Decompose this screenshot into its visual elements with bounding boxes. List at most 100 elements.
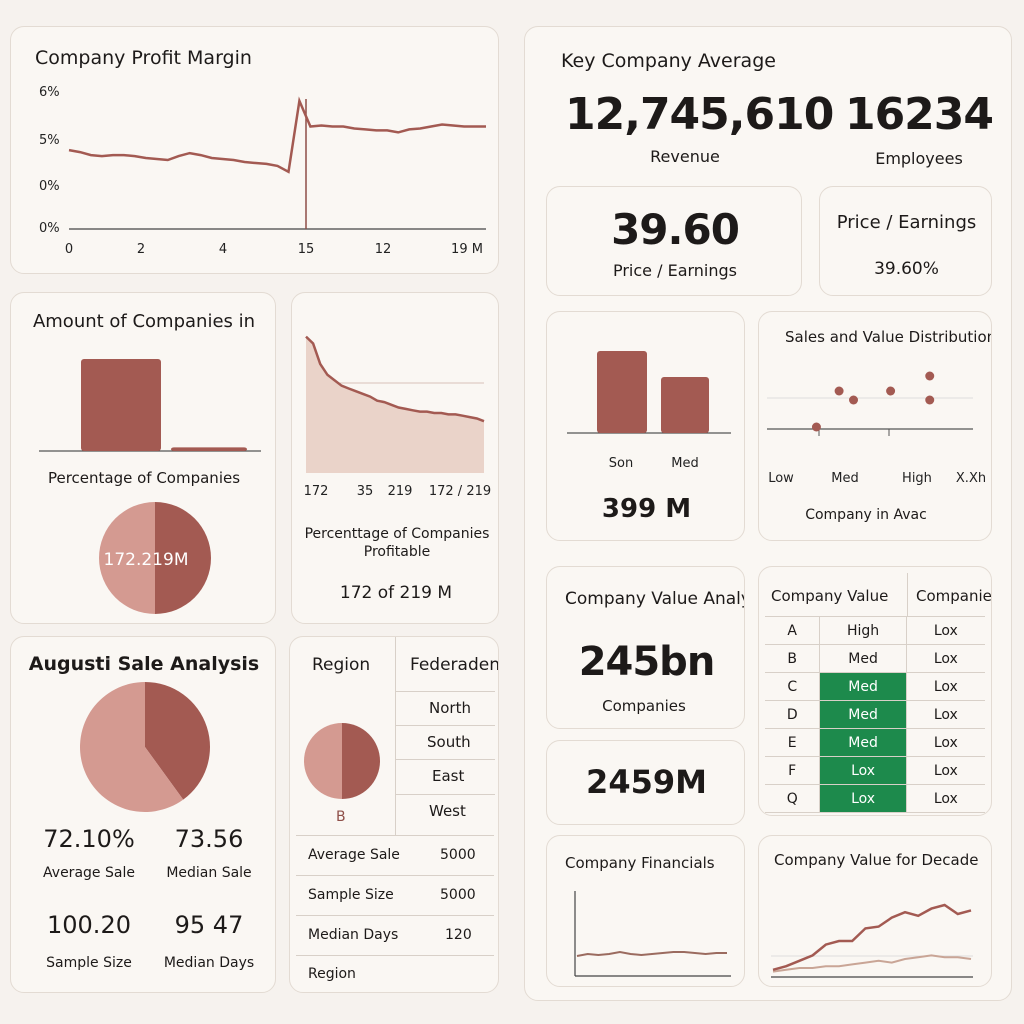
value-table-id-cell: E <box>765 728 821 757</box>
august-pie-slice-1 <box>79 682 184 812</box>
son-med-value: 399 M <box>601 494 692 524</box>
amount-companies-card: Amount of Companies in Percentage of Com… <box>10 292 276 624</box>
value-table-value-cell: High <box>819 616 907 645</box>
key-avg-title: Key Company Average <box>561 50 776 72</box>
region-stats-divider-2 <box>296 915 494 916</box>
profit-y-tick: 0% <box>39 179 60 194</box>
amount-bar <box>171 447 247 451</box>
profitable-area-chart: 172 35 219 172 / 219 <box>304 335 491 499</box>
company-value-analysis-card: Company Value Analy 245bn Companies <box>546 566 745 729</box>
value-table-id-cell: D <box>765 700 821 729</box>
decade-line-chart <box>771 903 973 978</box>
table-row: B Med Lox <box>765 644 985 673</box>
scatter-x-tick: High <box>902 471 932 486</box>
stat-median-sale-value: 73.56 <box>174 825 244 853</box>
employees-label: Employees <box>875 149 963 168</box>
revenue-value: 12,745,610 <box>565 89 834 140</box>
amount-companies-subtitle: Percentage of Companies <box>47 469 241 487</box>
table-row: D Med Lox <box>765 700 985 729</box>
value-analysis-value: 245bn <box>578 639 716 685</box>
son-med-bar-chart: Son Med <box>567 351 731 471</box>
profit-y-tick: 0% <box>39 221 60 236</box>
value-table-companies-cell: Lox <box>906 784 985 813</box>
profit-x-tick: 15 <box>298 242 315 257</box>
region-median-days-value: 120 <box>445 927 472 943</box>
region-col-divider <box>395 637 396 835</box>
sonmed-category-label: Son <box>609 456 633 471</box>
pe2-label: Price / Earnings <box>836 212 977 233</box>
value-table-value-cell: Med <box>819 644 907 673</box>
profit-margin-card: Company Profit Margin 6% 5% 0% 0% 0 2 4 15 12 19 … <box>10 26 499 274</box>
scatter-point <box>925 395 935 405</box>
region-divider-2 <box>395 759 495 760</box>
value-table-value-cell: Med <box>819 700 907 729</box>
region-pie-chart <box>304 723 380 799</box>
employees-value: 16234 <box>844 89 994 140</box>
region-sample-size-value: 5000 <box>440 887 476 903</box>
region-average-sale-value: 5000 <box>440 847 476 863</box>
region-east: East <box>432 767 465 785</box>
value-table-companies-cell: Lox <box>906 700 985 729</box>
profit-x-tick: 19 M <box>451 242 483 257</box>
amount-pie-chart <box>99 502 211 614</box>
decline-line <box>305 335 485 423</box>
region-stats-divider-3 <box>296 955 494 956</box>
value-analysis-title: Company Value Analy <box>565 589 745 609</box>
profitable-card: 172 35 219 172 / 219 Percenttage of Compani… <box>291 292 499 624</box>
profit-margin-title: Company Profit Margin <box>35 47 252 69</box>
value-table-companies-cell: Lox <box>906 756 985 785</box>
amount-companies-title: Amount of Companies in <box>32 311 256 332</box>
region-stats-divider-1 <box>296 875 494 876</box>
company-financials-card: Company Financials <box>546 835 745 987</box>
table-row: E Med Lox <box>765 728 985 757</box>
stat-sample-size-label: Sample Size <box>46 955 132 971</box>
scatter-x-tick: X.Xh <box>956 471 986 486</box>
region-north: North <box>429 699 471 717</box>
decade-value-card: Company Value for Decade <box>758 835 992 987</box>
financials-title: Company Financials <box>565 854 715 872</box>
region-pie-slice-1 <box>304 723 342 799</box>
region-average-sale-label: Average Sale <box>308 847 400 863</box>
profitable-title: Percenttage of Companies Profitable <box>304 526 490 560</box>
value-table-id-cell: C <box>765 672 821 701</box>
region-pie-slice-0 <box>342 723 380 799</box>
amount-pie-slice-0 <box>155 502 211 614</box>
stat-sample-size-value: 100.20 <box>47 911 131 939</box>
revenue-label: Revenue <box>650 147 720 166</box>
region-divider-3 <box>395 794 495 795</box>
region-col-header: Region <box>312 655 371 675</box>
profit-y-tick: 6% <box>39 85 60 100</box>
august-title: Augusti Sale Analysis <box>28 653 260 675</box>
value-table-id-cell: F <box>765 756 821 785</box>
value-analysis-label: Companies <box>602 697 686 715</box>
pe-label: Price / Earnings <box>612 261 738 280</box>
stat-median-days-label: Median Days <box>163 955 255 971</box>
stat-average-sale-label: Average Sale <box>43 865 135 881</box>
scatter-point <box>849 395 859 405</box>
august-pie-chart <box>79 682 210 812</box>
sales-distribution-title: Sales and Value Distribution <box>785 328 992 346</box>
value-table-value-cell: Lox <box>819 784 907 813</box>
region-sample-size-label: Sample Size <box>308 887 394 903</box>
value-table-companies-cell: Lox <box>906 672 985 701</box>
value-table-header-companies: Companies <box>916 587 992 605</box>
decline-x-tick: 219 <box>388 484 413 499</box>
decline-area <box>306 336 484 473</box>
scatter-point <box>811 422 821 432</box>
value-table-companies-cell: Lox <box>906 616 985 645</box>
profitable-value: 172 of 219 M <box>339 583 453 603</box>
profit-x-tick: 12 <box>375 242 392 257</box>
amount-bar <box>81 359 161 451</box>
table-row: A High Lox <box>765 616 985 645</box>
region-pie-label: B <box>336 809 346 825</box>
financials-series-line <box>576 950 727 957</box>
stat-median-days-value: 95 47 <box>174 911 244 939</box>
scatter-point <box>925 371 935 381</box>
amount-bar-chart <box>39 359 261 452</box>
table-row: C Med Lox <box>765 672 985 701</box>
value-table-value-cell: Med <box>819 728 907 757</box>
sonmed-bar <box>661 377 709 433</box>
sales-scatter-chart: Low Med High X.Xh <box>767 371 986 486</box>
sales-distribution-footer: Company in Avac <box>805 507 927 523</box>
scatter-x-tick: Med <box>831 471 858 486</box>
